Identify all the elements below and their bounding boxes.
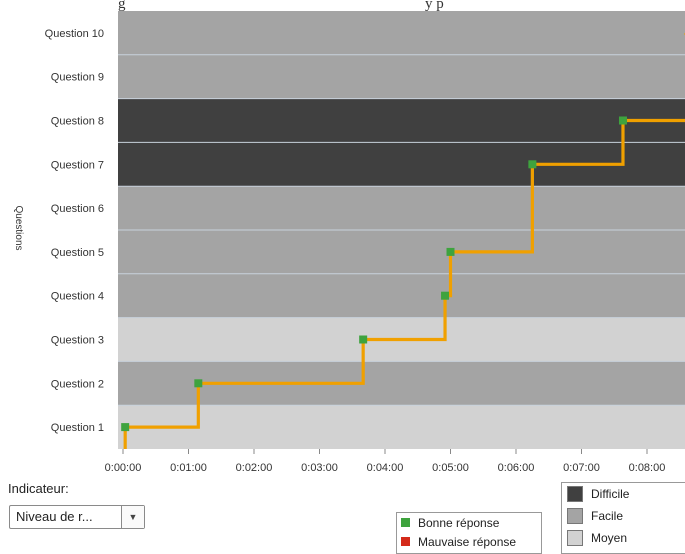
legend-item-correct: Bonne réponse [397,513,541,532]
answer-marker-question-7 [528,160,537,169]
y-tick-label: Question 2 [51,378,104,390]
x-tick-label: 0:02:00 [236,462,273,474]
correct-swatch [401,518,410,527]
legend-label-moyen: Moyen [591,531,628,545]
progress-chart: g y p Question 1 Question 2 Question 3 Ques… [13,0,685,474]
y-tick-label: Question 8 [51,116,104,128]
answer-marker-question-2 [194,379,203,388]
y-tick-label: Question 10 [45,28,104,40]
x-tick-label: 0:03:00 [301,462,338,474]
indicator-dropdown-value: Niveau de r... [16,509,93,524]
y-tick-label: Question 1 [51,422,104,434]
difficulty-band-question-4 [118,273,685,318]
wrong-swatch [401,537,410,546]
difficulty-band-question-1 [118,405,685,449]
chart-title-fragment-2: y p [425,0,444,12]
legend-label-difficile: Difficile [591,487,630,501]
x-tick-label: 0:00:00 [105,462,142,474]
y-tick-label: Question 5 [51,247,104,259]
legend-item-moyen: Moyen [562,527,685,549]
difficulty-band-question-9 [118,54,685,99]
indicator-dropdown[interactable]: Niveau de r... ▼ [9,505,145,529]
moyen-swatch [567,530,583,546]
x-tick-label: 0:08:00 [629,462,666,474]
x-tick-label: 0:04:00 [367,462,404,474]
difficulty-band-question-10 [118,11,685,55]
answer-marker-question-5 [446,247,455,256]
facile-swatch [567,508,583,524]
x-tick-label: 0:06:00 [498,462,535,474]
answer-legend: Bonne réponse Mauvaise réponse [396,512,542,554]
y-tick-label: Question 9 [51,72,104,84]
legend-item-difficile: Difficile [562,483,685,505]
y-tick-label: Question 7 [51,159,104,171]
difficile-swatch [567,486,583,502]
answer-marker-question-3 [359,335,368,344]
legend-item-facile: Facile [562,505,685,527]
chart-title-fragment: g [118,0,126,12]
difficulty-legend: Difficile Facile Moyen [561,482,685,554]
answer-marker-question-1 [121,423,130,432]
y-tick-label: Question 3 [51,335,104,347]
x-tick-label: 0:01:00 [170,462,207,474]
difficulty-band-question-8 [118,98,685,143]
y-tick-label: Question 4 [51,291,104,303]
legend-item-wrong: Mauvaise réponse [397,532,541,551]
answer-marker-question-4 [441,291,450,300]
chevron-down-icon[interactable]: ▼ [121,506,144,528]
y-tick-label: Question 6 [51,203,104,215]
legend-label-correct: Bonne réponse [418,515,500,530]
difficulty-band-question-5 [118,230,685,274]
difficulty-band-question-6 [118,186,685,230]
x-tick-label: 0:07:00 [563,462,600,474]
answer-marker-question-8 [618,116,627,125]
x-tick-label: 0:05:00 [432,462,469,474]
indicator-label: Indicateur: [8,481,69,496]
legend-label-wrong: Mauvaise réponse [418,534,517,549]
legend-label-facile: Facile [591,509,624,523]
y-axis-title: Questions [13,205,24,250]
